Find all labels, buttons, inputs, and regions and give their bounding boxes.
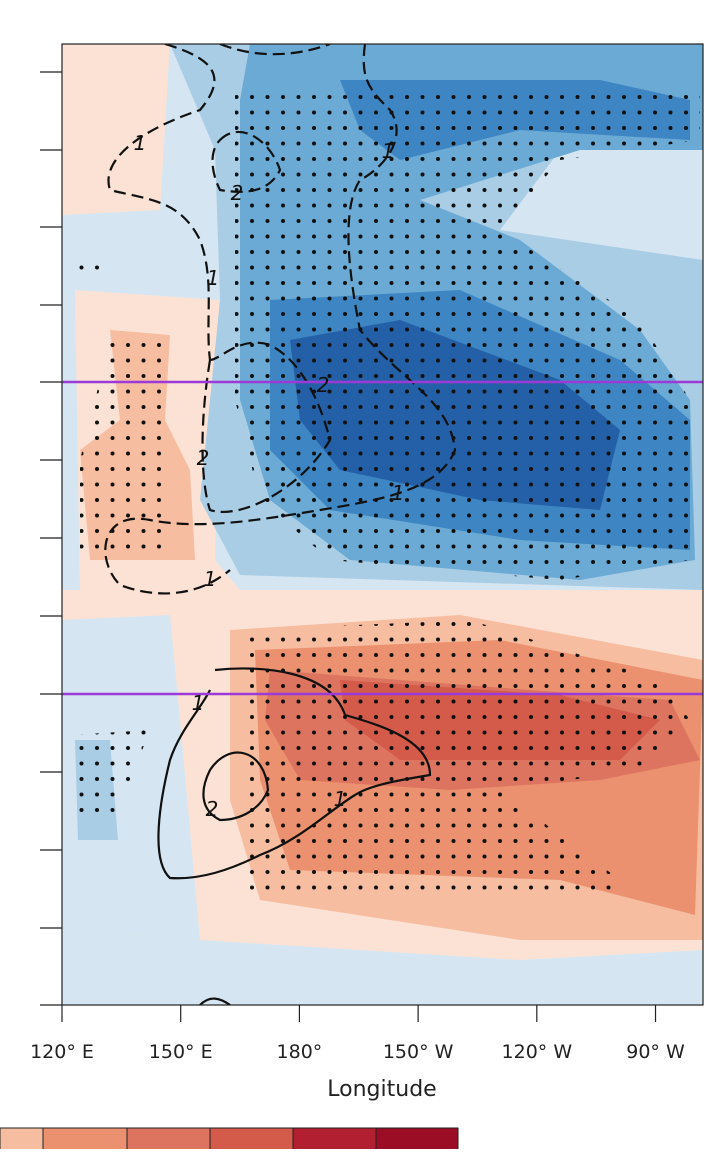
colorbar bbox=[0, 1127, 459, 1151]
x-tick-label: 120° W bbox=[502, 1041, 573, 1063]
y-ticks bbox=[40, 71, 62, 1006]
x-axis-label: Longitude bbox=[327, 1077, 436, 1102]
x-tick-label: 150° W bbox=[383, 1041, 454, 1063]
contour-label: 2 bbox=[231, 181, 244, 205]
contour-label: 2 bbox=[197, 446, 210, 470]
x-tick-label: 180° bbox=[277, 1041, 323, 1063]
contour-label: 1 bbox=[382, 139, 395, 163]
plot-frame bbox=[61, 43, 704, 1006]
contour-label: 1 bbox=[392, 481, 405, 505]
contour-label: 1 bbox=[192, 691, 205, 715]
contour-label: 1 bbox=[134, 131, 147, 155]
x-tick-label: 150° E bbox=[149, 1041, 213, 1063]
contour-label: 1 bbox=[204, 567, 217, 591]
x-tick-label: 120° E bbox=[30, 1041, 94, 1063]
field bbox=[62, 44, 703, 1005]
contour-label: 2 bbox=[206, 797, 219, 821]
contour-label: 1 bbox=[334, 787, 347, 811]
x-tick-label: 90° W bbox=[626, 1041, 685, 1063]
contour-label: 1 bbox=[207, 266, 220, 290]
contour-label: 2 bbox=[317, 373, 330, 397]
